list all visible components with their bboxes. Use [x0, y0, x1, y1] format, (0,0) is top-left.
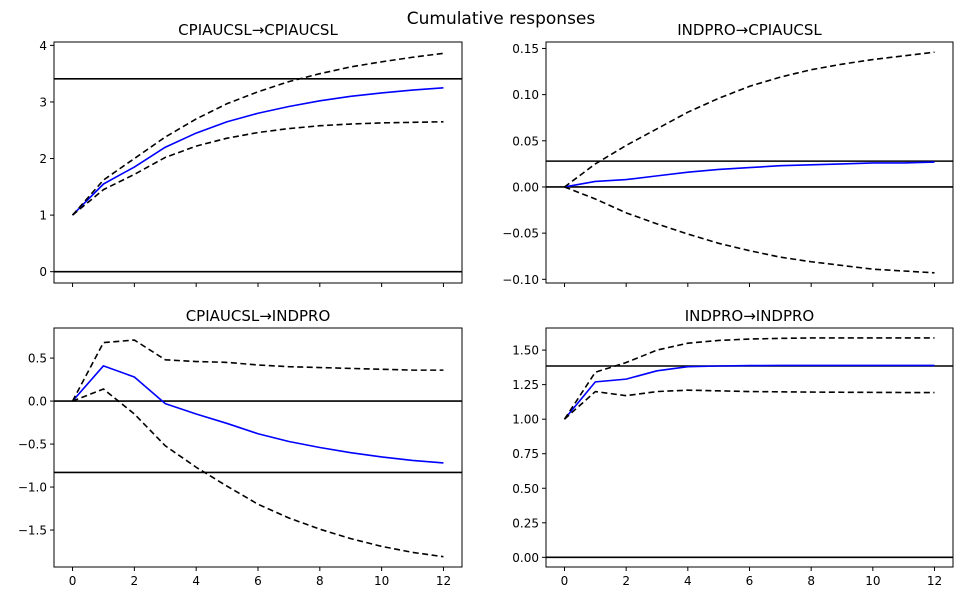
y-tick-label: −1.0 [18, 481, 47, 495]
confidence-band-lower [72, 120, 444, 216]
y-tick-label: 0.10 [512, 88, 539, 102]
response-line [564, 161, 935, 188]
plot-area [54, 52, 462, 273]
y-tick-label: 1.50 [512, 344, 539, 358]
y-tick-label: 2 [39, 152, 47, 166]
y-tick-label: 1.00 [512, 413, 539, 427]
confidence-band-upper [71, 339, 444, 402]
y-tick-label: 0.05 [512, 134, 539, 148]
confidence-band-lower [563, 389, 935, 420]
plot-area [546, 51, 953, 274]
y-tick-label: 0.5 [28, 352, 47, 366]
y-tick-label: 0.25 [512, 516, 539, 530]
x-tick-label: 6 [746, 574, 754, 588]
plot-area [546, 337, 953, 559]
subplot-1: 0 1 2 3 4 CPIAUCSL→CPIAUCSL [39, 21, 463, 287]
x-tick-label: 8 [807, 574, 815, 588]
y-tick-label: 0.15 [512, 42, 539, 56]
y-tick-label: −1.5 [18, 524, 47, 538]
x-tick-label: 6 [254, 574, 262, 588]
y-tick-label: 0.0 [28, 395, 47, 409]
subplot-title: INDPRO→INDPRO [685, 307, 815, 325]
response-line [563, 364, 935, 420]
plot-area [54, 339, 462, 558]
confidence-band-lower [564, 186, 935, 274]
axes-frame [53, 327, 463, 568]
x-tick-label: 2 [131, 574, 139, 588]
subplot-title: INDPRO→CPIAUCSL [677, 21, 822, 39]
figure-suptitle: Cumulative responses [407, 9, 596, 29]
x-tick-label: 0 [69, 574, 77, 588]
axes-frame [545, 327, 954, 568]
subplot-grid: 01234CPIAUCSL→CPIAUCSL−0.10−0.050.000.05… [18, 21, 954, 588]
y-tick-label: 3 [39, 95, 47, 109]
y-tick-label: 0.50 [512, 482, 539, 496]
y-tick-label: 0 [39, 265, 47, 279]
x-tick-label: 10 [865, 574, 880, 588]
subplot-2: −0.10 −0.05 0.00 0.05 0.10 0.15 INDPRO→CPIAUCS… [502, 21, 954, 287]
response-line [71, 365, 444, 464]
y-tick-label: −0.05 [502, 227, 539, 241]
response-line [71, 87, 444, 216]
y-tick-label: −0.10 [502, 273, 539, 287]
y-tick-label: 4 [39, 39, 47, 53]
y-tick-label: 0.00 [512, 180, 539, 194]
confidence-band-upper [563, 337, 935, 420]
confidence-band-upper [564, 51, 935, 188]
y-tick-label: 1 [39, 209, 47, 223]
x-tick-label: 8 [316, 574, 324, 588]
x-tick-label: 12 [436, 574, 451, 588]
x-tick-label: 0 [561, 574, 569, 588]
confidence-band-upper [71, 52, 444, 216]
x-tick-label: 4 [192, 574, 200, 588]
y-tick-label: 0.00 [512, 551, 539, 565]
x-tick-label: 12 [927, 574, 942, 588]
x-tick-label: 10 [374, 574, 389, 588]
subplot-3: 0 2 4 6 8 10 12 −1.5 −1.0 −0.5 0.0 0.5 CPIAUCSL→INDP… [18, 307, 463, 588]
y-tick-label: −0.5 [18, 438, 47, 452]
subplot-title: CPIAUCSL→INDPRO [186, 307, 331, 325]
x-tick-label: 2 [622, 574, 630, 588]
subplot-4: 0 2 4 6 8 10 12 0.00 0.25 0.50 0.75 1.00 1.25 1.50 IND… [512, 307, 954, 588]
subplot-title: CPIAUCSL→CPIAUCSL [178, 21, 338, 39]
y-tick-label: 1.25 [512, 378, 539, 392]
y-tick-label: 0.75 [512, 447, 539, 461]
x-tick-label: 4 [684, 574, 692, 588]
